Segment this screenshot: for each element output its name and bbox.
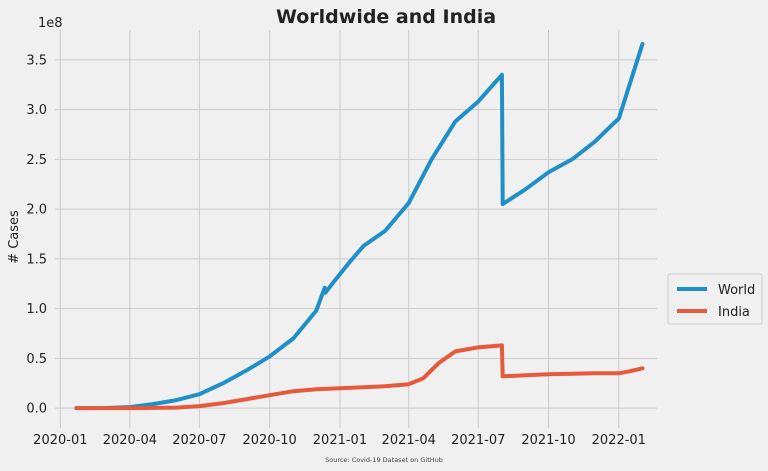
- x-tick-label: 2021-04: [382, 433, 436, 448]
- series-lines: [74, 41, 645, 411]
- series-line-india: [74, 343, 645, 411]
- x-tick-label: 2020-10: [243, 433, 297, 448]
- x-tick-label: 2020-04: [103, 433, 157, 448]
- y-tick-label: 3.0: [26, 103, 47, 118]
- x-tick-label: 2020-01: [33, 433, 87, 448]
- x-tick-label: 2021-10: [521, 433, 575, 448]
- y-tick-label: 3.5: [26, 53, 47, 68]
- tick-labels: 0.0 0.5 1.0 1.5 2.0 2.5 3.0 3.5 2020-01 2020-04 20…: [26, 53, 646, 448]
- y-offset-label: 1e8: [38, 16, 63, 31]
- grid: [55, 30, 657, 428]
- y-tick-label: 2.0: [26, 203, 47, 218]
- y-tick-label: 1.0: [26, 302, 47, 317]
- legend: World India: [667, 273, 763, 325]
- y-tick-label: 1.5: [26, 252, 47, 267]
- series-line-world: [74, 41, 645, 411]
- x-tick-label: 2021-07: [451, 433, 505, 448]
- legend-label-india: India: [718, 305, 750, 320]
- y-tick-label: 0.0: [26, 402, 47, 417]
- y-axis-label: # Cases: [7, 210, 22, 264]
- source-note: Source: Covid-19 Dataset on GitHub: [325, 456, 443, 464]
- x-tick-label: 2021-01: [313, 433, 367, 448]
- y-tick-label: 0.5: [26, 352, 47, 367]
- y-tick-label: 2.5: [26, 153, 47, 168]
- chart-title: Worldwide and India: [276, 6, 496, 28]
- x-tick-label: 2022-01: [592, 433, 646, 448]
- x-tick-label: 2020-07: [172, 433, 226, 448]
- legend-label-world: World: [718, 283, 755, 298]
